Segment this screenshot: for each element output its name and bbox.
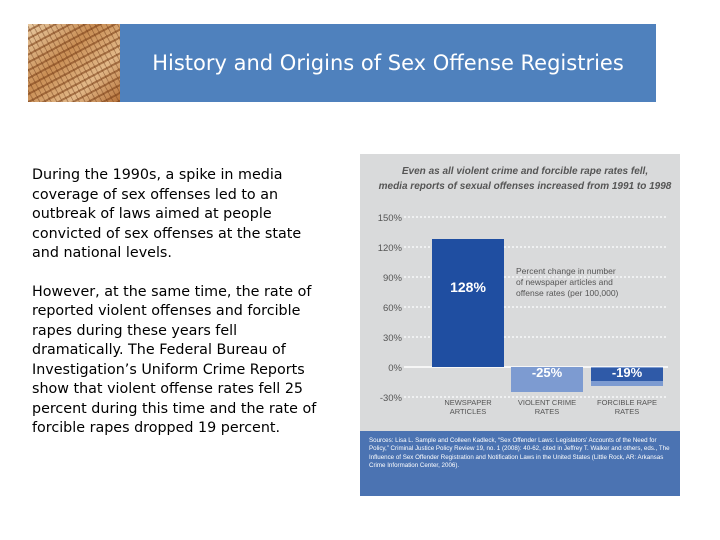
sources-box: Sources: Lisa L. Sample and Colleen Kadl… xyxy=(360,431,680,496)
paragraph-crime-rates: However, at the same time, the rate of r… xyxy=(32,283,317,437)
paragraph-media-coverage: During the 1990s, a spike in media cover… xyxy=(32,167,302,261)
annotation-line: of newspaper articles and xyxy=(516,277,613,287)
y-tick-label: -30% xyxy=(380,393,403,404)
chart-panel: Even as all violent crime and forcible r… xyxy=(360,154,680,496)
slide-title: History and Origins of Sex Offense Regis… xyxy=(152,51,624,75)
data-label-violent: -25% xyxy=(532,365,563,380)
data-label-bg-violent xyxy=(511,368,583,381)
body-text: During the 1990s, a spike in media cover… xyxy=(32,166,332,458)
bar-chart: Even as all violent crime and forcible r… xyxy=(378,166,672,416)
category-label-line2: RATES xyxy=(615,407,639,416)
chart-title-line1: Even as all violent crime and forcible r… xyxy=(402,166,648,177)
y-tick-label: 0% xyxy=(388,363,402,374)
y-tick-label: 120% xyxy=(378,243,403,254)
title-band xyxy=(28,24,656,102)
chart-title-line2: media reports of sexual offenses increas… xyxy=(379,181,672,192)
annotation-line: Percent change in number xyxy=(516,266,616,276)
category-label-line2: RATES xyxy=(535,407,559,416)
sources-text: Lisa L. Sample and Colleen Kadleck, “Sex… xyxy=(369,437,670,470)
y-tick-label: 30% xyxy=(383,333,403,344)
data-label-newspaper: 128% xyxy=(450,279,486,295)
category-label-line1: NEWSPAPER xyxy=(444,398,492,407)
y-tick-label: 90% xyxy=(383,273,403,284)
newspaper-photo xyxy=(28,24,120,102)
category-label-line1: VIOLENT CRIME xyxy=(518,398,576,407)
y-tick-label: 60% xyxy=(383,303,403,314)
y-tick-label: 150% xyxy=(378,213,403,224)
data-label-rape: -19% xyxy=(612,365,643,380)
annotation-line: offense rates (per 100,000) xyxy=(516,288,619,298)
category-label-line1: FORCIBLE RAPE xyxy=(597,398,657,407)
bar-1 xyxy=(432,239,504,367)
sources-label: Sources: xyxy=(369,437,394,444)
category-label-line2: ARTICLES xyxy=(450,407,487,416)
data-label-bg-rape xyxy=(591,368,663,381)
